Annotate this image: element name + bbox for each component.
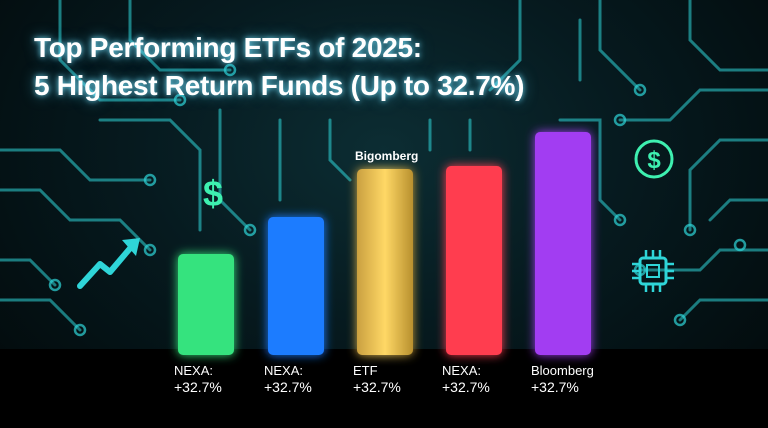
- chart-title-line-1: Top Performing ETFs of 2025:: [34, 32, 422, 63]
- svg-text:$: $: [203, 173, 223, 214]
- bar-2: [268, 217, 324, 355]
- bar-label-5: Bloomberg +32.7%: [531, 362, 594, 396]
- category-label: NEXA:: [442, 363, 482, 378]
- bar-3: [357, 169, 413, 355]
- bar-label-1: NEXA: +32.7%: [174, 362, 222, 396]
- bar-label-4: NEXA: +32.7%: [442, 362, 490, 396]
- value-label: +32.7%: [264, 379, 312, 395]
- category-label: ETF: [353, 363, 378, 378]
- bar-annotation: Bigomberg: [355, 149, 419, 163]
- chip-icon: [632, 250, 674, 292]
- trend-up-arrow-icon: [77, 238, 140, 289]
- category-label: NEXA:: [174, 363, 214, 378]
- value-label: +32.7%: [531, 379, 579, 395]
- bar-label-3: ETF +32.7%: [353, 362, 401, 396]
- bar-label-2: NEXA: +32.7%: [264, 362, 312, 396]
- category-label: NEXA:: [264, 363, 304, 378]
- svg-text:$: $: [647, 147, 661, 174]
- bar-5: [535, 132, 591, 355]
- category-label: Bloomberg: [531, 363, 594, 378]
- dollar-icon: $: [203, 173, 223, 214]
- bar-4: [446, 166, 502, 355]
- value-label: +32.7%: [174, 379, 222, 395]
- value-label: +32.7%: [442, 379, 490, 395]
- value-label: +32.7%: [353, 379, 401, 395]
- chart-baseline-floor: [0, 349, 768, 428]
- dollar-circle-icon: $: [634, 139, 674, 179]
- chart-title-line-2: 5 Highest Return Funds (Up to 32.7%): [34, 70, 525, 101]
- bar-1: [178, 254, 234, 355]
